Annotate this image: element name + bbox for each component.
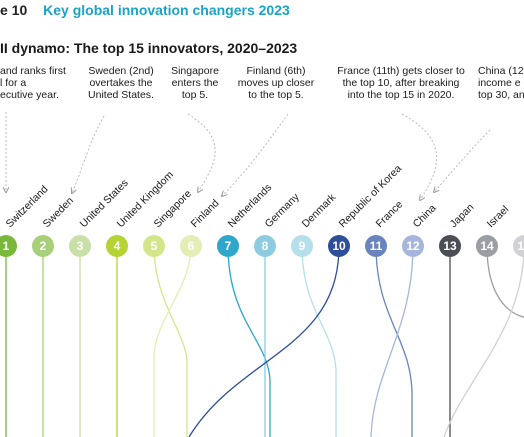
rank-number: 11 [370, 239, 383, 253]
rank-circle [180, 235, 202, 257]
arrow-china [434, 129, 491, 192]
rank-number: 3 [77, 239, 84, 253]
rank-line-15 [443, 245, 524, 437]
note-china: China (12t income e top 30, and [478, 65, 524, 101]
note-sweden: Sweden (2nd) overtakes the United States… [88, 65, 154, 101]
country-label: France [374, 198, 406, 230]
arrow-finland [222, 113, 289, 196]
rank-circle [217, 235, 239, 257]
country-label: Sweden [41, 195, 76, 230]
rank-number: 13 [443, 239, 457, 253]
rank-number: 9 [299, 239, 306, 253]
rank-circle [513, 235, 524, 257]
rank-line-12 [370, 245, 414, 437]
country-label: Denmark [300, 191, 339, 230]
rank-circles: 123456789101112131415 [0, 235, 524, 257]
rank-line-11 [375, 245, 413, 437]
figure-number: e 10 [0, 2, 28, 18]
rank-number: 4 [114, 239, 121, 253]
arrow-singapore [187, 113, 216, 192]
rank-circle [32, 235, 54, 257]
rank-line-9 [301, 245, 337, 437]
arrow-france [401, 113, 437, 200]
note-finland: Finland (6th) moves up closer to the top… [237, 65, 315, 101]
rank-circle [106, 235, 128, 257]
rank-number: 10 [332, 239, 346, 253]
country-label: Germany [263, 191, 303, 231]
rank-number: 15 [517, 239, 524, 253]
rank-number: 2 [40, 239, 47, 253]
country-label: Japan [448, 201, 477, 230]
rank-number: 6 [188, 239, 195, 253]
rank-lines [5, 245, 524, 437]
figure-heading: Key global innovation changers 2023 [43, 2, 290, 18]
rank-number: 8 [262, 239, 269, 253]
annotation-arrows [6, 112, 491, 200]
rank-line-7 [227, 245, 271, 437]
note-france: France (11th) gets closer to the top 10,… [337, 65, 465, 101]
country-label: Israel [485, 203, 512, 230]
rank-number: 12 [406, 239, 420, 253]
rank-circle [476, 235, 498, 257]
arrow-sweden [72, 115, 105, 193]
figure-title: e 10 Key global innovation changers 2023 [0, 2, 290, 18]
chart-subtitle: II dynamo: The top 15 innovators, 2020–2… [0, 40, 298, 56]
note-singapore: Singapore enters the top 5. [171, 65, 219, 101]
rank-line-14 [486, 245, 524, 318]
rank-circle [291, 235, 313, 257]
rank-line-5 [153, 245, 188, 437]
rank-circle [69, 235, 91, 257]
rank-line-6 [153, 245, 192, 437]
rank-number: 14 [480, 239, 494, 253]
rank-circle [254, 235, 276, 257]
rank-circle [0, 235, 17, 257]
rank-number: 5 [151, 239, 158, 253]
rank-circle [439, 235, 461, 257]
country-label: China [411, 202, 439, 230]
note-switzerland: and ranks first l for a ecutive year. [0, 65, 66, 101]
rank-line-10 [188, 245, 340, 437]
rank-circle [328, 235, 350, 257]
rank-number: 1 [3, 239, 10, 253]
country-label: Finland [189, 197, 222, 230]
rank-circle [365, 235, 387, 257]
rank-circle [402, 235, 424, 257]
country-label: Republic of Korea [337, 163, 405, 231]
rank-circle [143, 235, 165, 257]
rank-number: 7 [225, 239, 232, 253]
